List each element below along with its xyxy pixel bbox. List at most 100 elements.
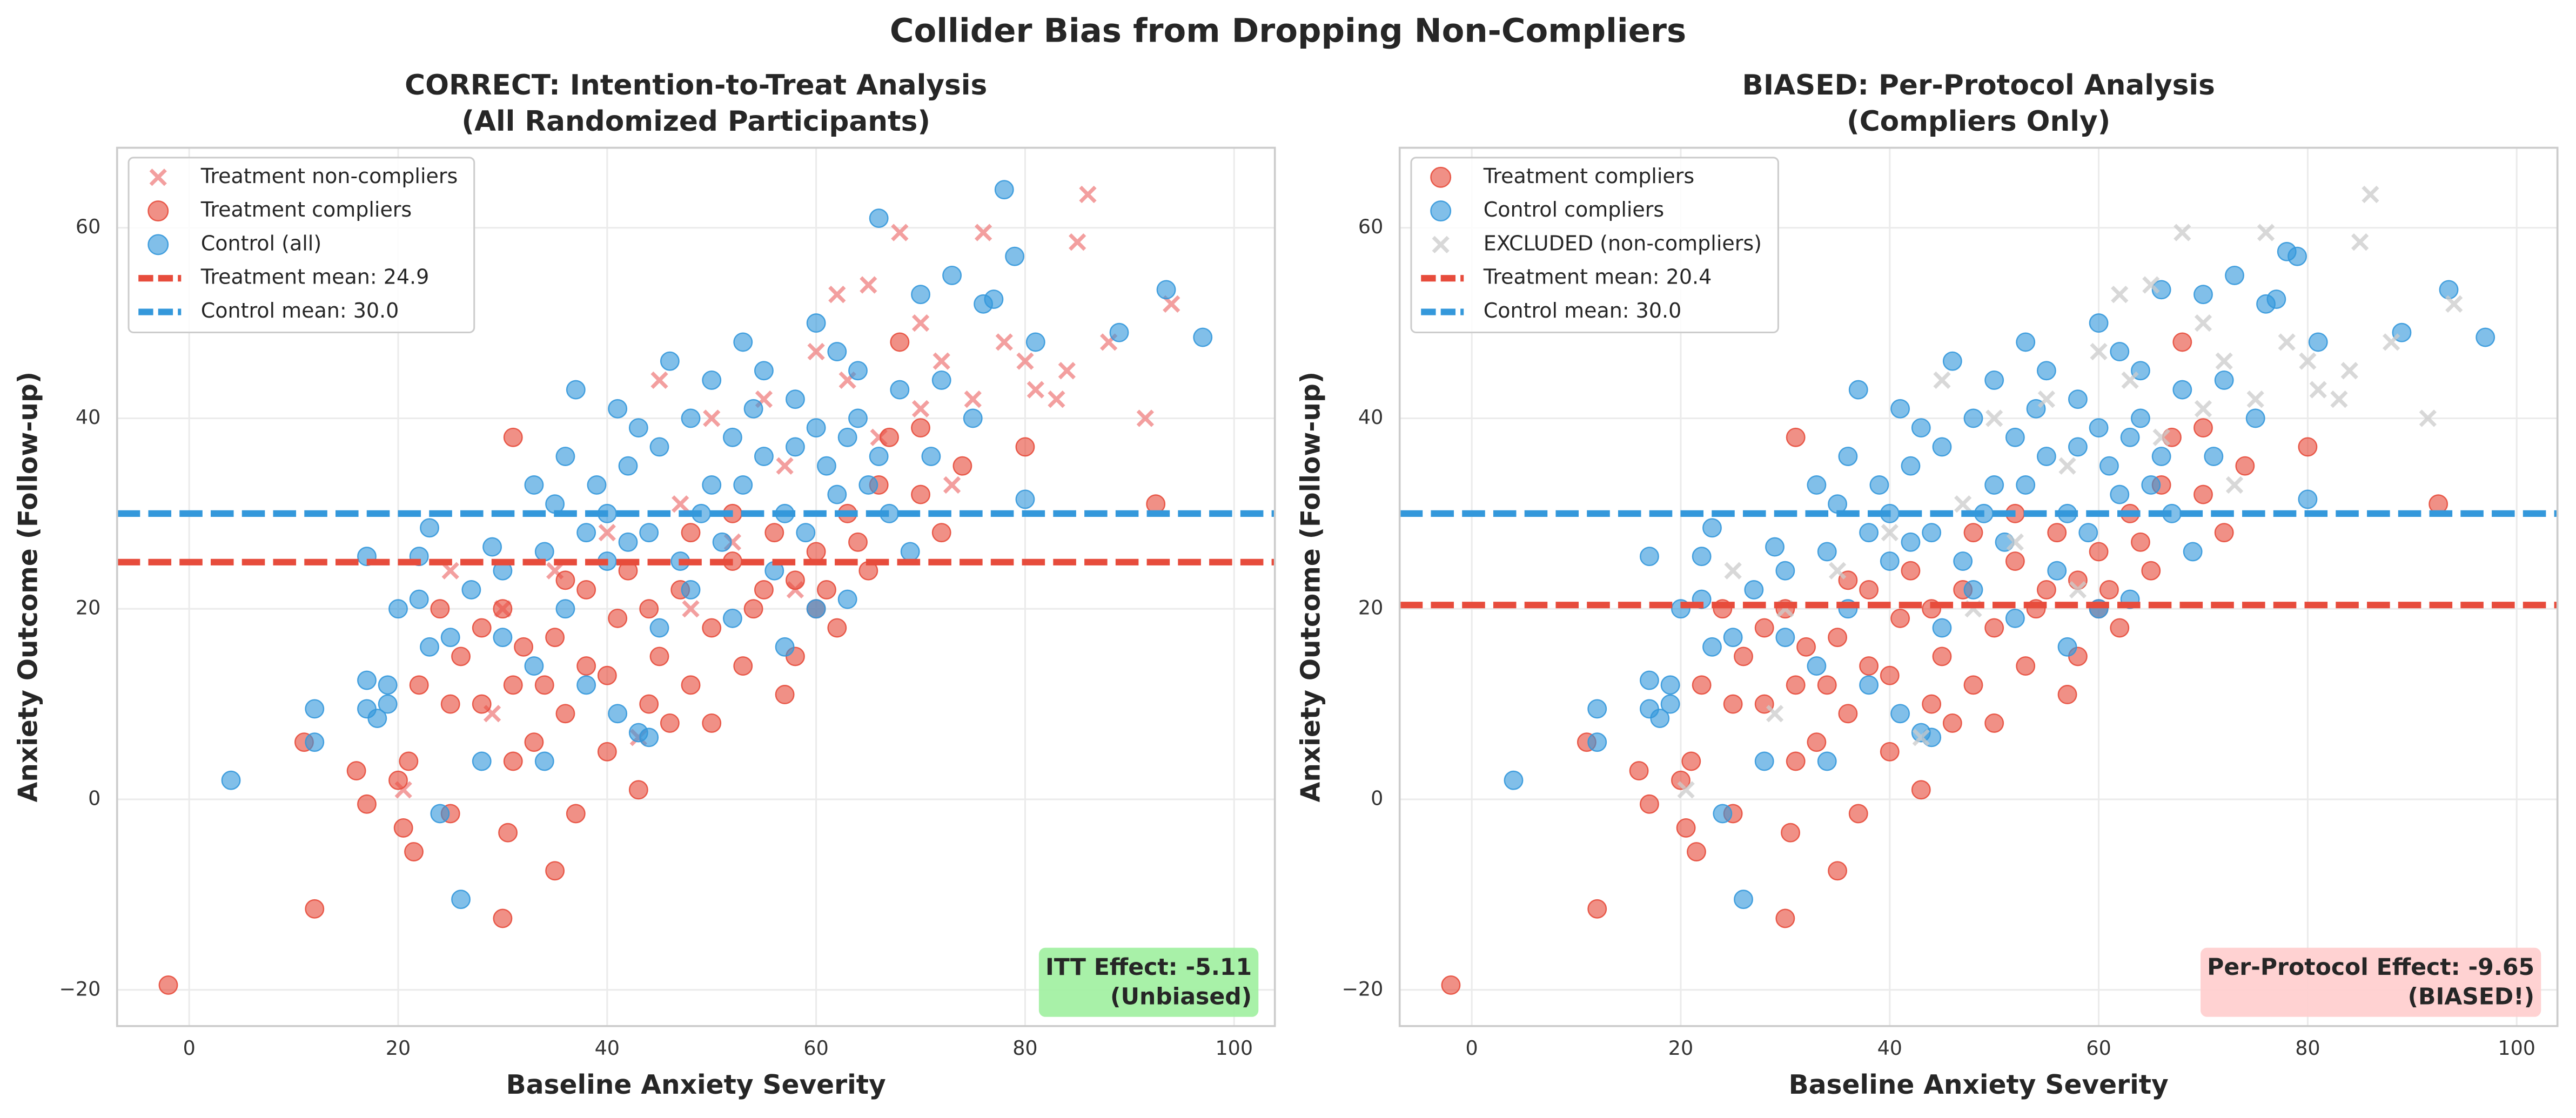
legend-label: Control mean: 30.0: [201, 299, 399, 322]
point: [493, 908, 513, 928]
point: [817, 580, 836, 600]
point: [1880, 665, 1900, 685]
point: [503, 751, 523, 771]
point: [681, 408, 701, 428]
point: [890, 332, 910, 352]
point: [2120, 427, 2140, 447]
x-marker: [1027, 381, 1044, 399]
x-stroke: [933, 352, 950, 370]
point: [681, 675, 701, 695]
x-stroke: [2330, 390, 2348, 408]
point: [733, 332, 753, 352]
x-stroke: [2174, 224, 2191, 241]
point: [963, 408, 983, 428]
point: [608, 608, 628, 628]
point: [848, 408, 868, 428]
x-tick-label: 40: [1877, 1036, 1902, 1060]
x-marker: [2382, 333, 2400, 351]
x-marker: [964, 390, 982, 408]
point: [2214, 370, 2234, 390]
legend-label: Treatment compliers: [1483, 164, 1694, 188]
point: [482, 537, 502, 557]
point: [754, 580, 774, 600]
point: [1859, 523, 1879, 543]
point: [2110, 618, 2130, 638]
point: [1441, 975, 1461, 995]
x-stroke: [598, 523, 616, 542]
point: [357, 794, 377, 814]
x-stroke: [2142, 276, 2160, 294]
point: [534, 751, 554, 771]
point: [681, 523, 701, 543]
x-axis-label: Baseline Anxiety Severity: [506, 1070, 886, 1100]
point: [608, 399, 628, 419]
point: [2057, 685, 2077, 704]
point: [1890, 399, 1910, 419]
legend-label: Control compliers: [1484, 198, 1665, 221]
x-marker: [2142, 276, 2160, 294]
point: [900, 542, 920, 562]
point: [1880, 742, 1900, 762]
legend-label: Treatment mean: 20.4: [1483, 265, 1712, 289]
x-stroke: [995, 333, 1013, 351]
x-stroke: [943, 476, 961, 494]
x-marker: [441, 562, 459, 580]
point: [733, 656, 753, 676]
x-stroke: [911, 314, 930, 332]
point: [628, 418, 648, 438]
point: [1807, 475, 1827, 495]
point: [1963, 675, 1983, 695]
annotation-box: [1038, 947, 1259, 1017]
x-marker: [2111, 286, 2129, 304]
point: [1963, 580, 1983, 600]
x-stroke: [2419, 409, 2437, 427]
x-stroke: [546, 562, 564, 580]
point: [2225, 265, 2244, 285]
point: [837, 427, 857, 447]
x-stroke: [2257, 224, 2275, 241]
point: [2439, 280, 2459, 300]
point: [702, 475, 722, 495]
point: [1660, 694, 1680, 714]
point: [733, 475, 753, 495]
point: [702, 713, 722, 733]
point: [503, 427, 523, 447]
x-marker: [2278, 333, 2296, 351]
x-marker: [807, 342, 825, 361]
point: [754, 447, 774, 466]
point: [1640, 547, 1659, 567]
point: [1901, 532, 1921, 552]
point: [1984, 618, 2004, 638]
point: [2110, 484, 2130, 504]
x-stroke: [2445, 295, 2463, 313]
point: [869, 447, 889, 466]
y-tick-label: 20: [76, 596, 100, 619]
point: [1015, 489, 1035, 509]
point: [1781, 823, 1800, 843]
x-marker: [1068, 233, 1086, 251]
y-tick-label: −20: [59, 977, 100, 1000]
x-stroke: [1933, 371, 1951, 389]
point: [2068, 437, 2088, 457]
point: [827, 484, 847, 504]
x-marker: [1954, 495, 1972, 513]
point: [1713, 804, 1733, 824]
point: [2266, 289, 2286, 309]
point: [534, 675, 554, 695]
point: [806, 313, 826, 333]
point: [931, 370, 951, 390]
x-stroke: [2246, 390, 2264, 408]
x-stroke: [1985, 409, 2003, 427]
x-stroke: [828, 286, 846, 304]
point: [2214, 523, 2234, 543]
x-stroke: [1048, 390, 1065, 408]
point: [639, 599, 659, 619]
x-stroke: [2382, 333, 2400, 351]
x-marker: [1933, 371, 1951, 389]
point: [2110, 342, 2130, 361]
point: [712, 532, 732, 552]
x-stroke: [1136, 409, 1155, 427]
point: [1963, 523, 1983, 543]
x-stroke: [650, 371, 668, 389]
point: [848, 532, 868, 552]
